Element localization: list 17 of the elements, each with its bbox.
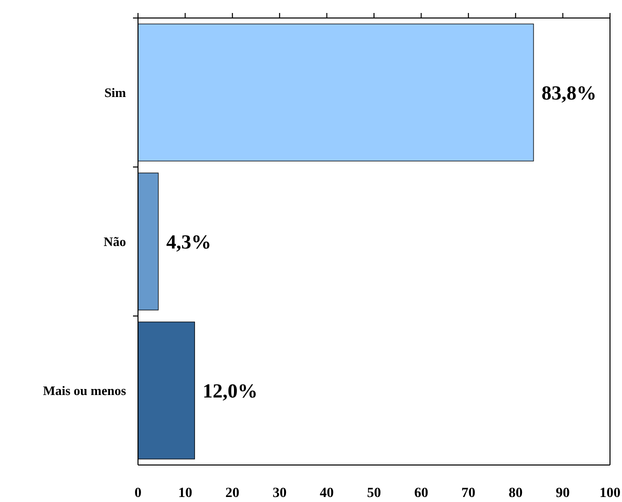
x-tick-label: 40 — [320, 486, 334, 501]
data-label: 83,8% — [542, 82, 597, 104]
x-tick-label: 70 — [461, 486, 476, 501]
x-tick-label: 60 — [414, 486, 428, 501]
y-tick-label: Mais ou menos — [42, 383, 126, 398]
x-tick-label: 10 — [178, 486, 192, 501]
data-label: 12,0% — [202, 380, 258, 402]
x-tick-label: 20 — [225, 486, 240, 501]
x-tick-label: 100 — [600, 486, 620, 501]
y-tick-label: Sim — [104, 85, 126, 100]
x-tick-label: 30 — [272, 486, 287, 501]
x-tick-label: 0 — [134, 486, 142, 501]
x-tick-label: 50 — [367, 486, 381, 501]
data-label: 4,3% — [166, 232, 212, 254]
x-tick-label: 80 — [508, 486, 523, 501]
x-tick-label: 90 — [556, 486, 570, 501]
y-tick-label: Não — [104, 234, 126, 250]
